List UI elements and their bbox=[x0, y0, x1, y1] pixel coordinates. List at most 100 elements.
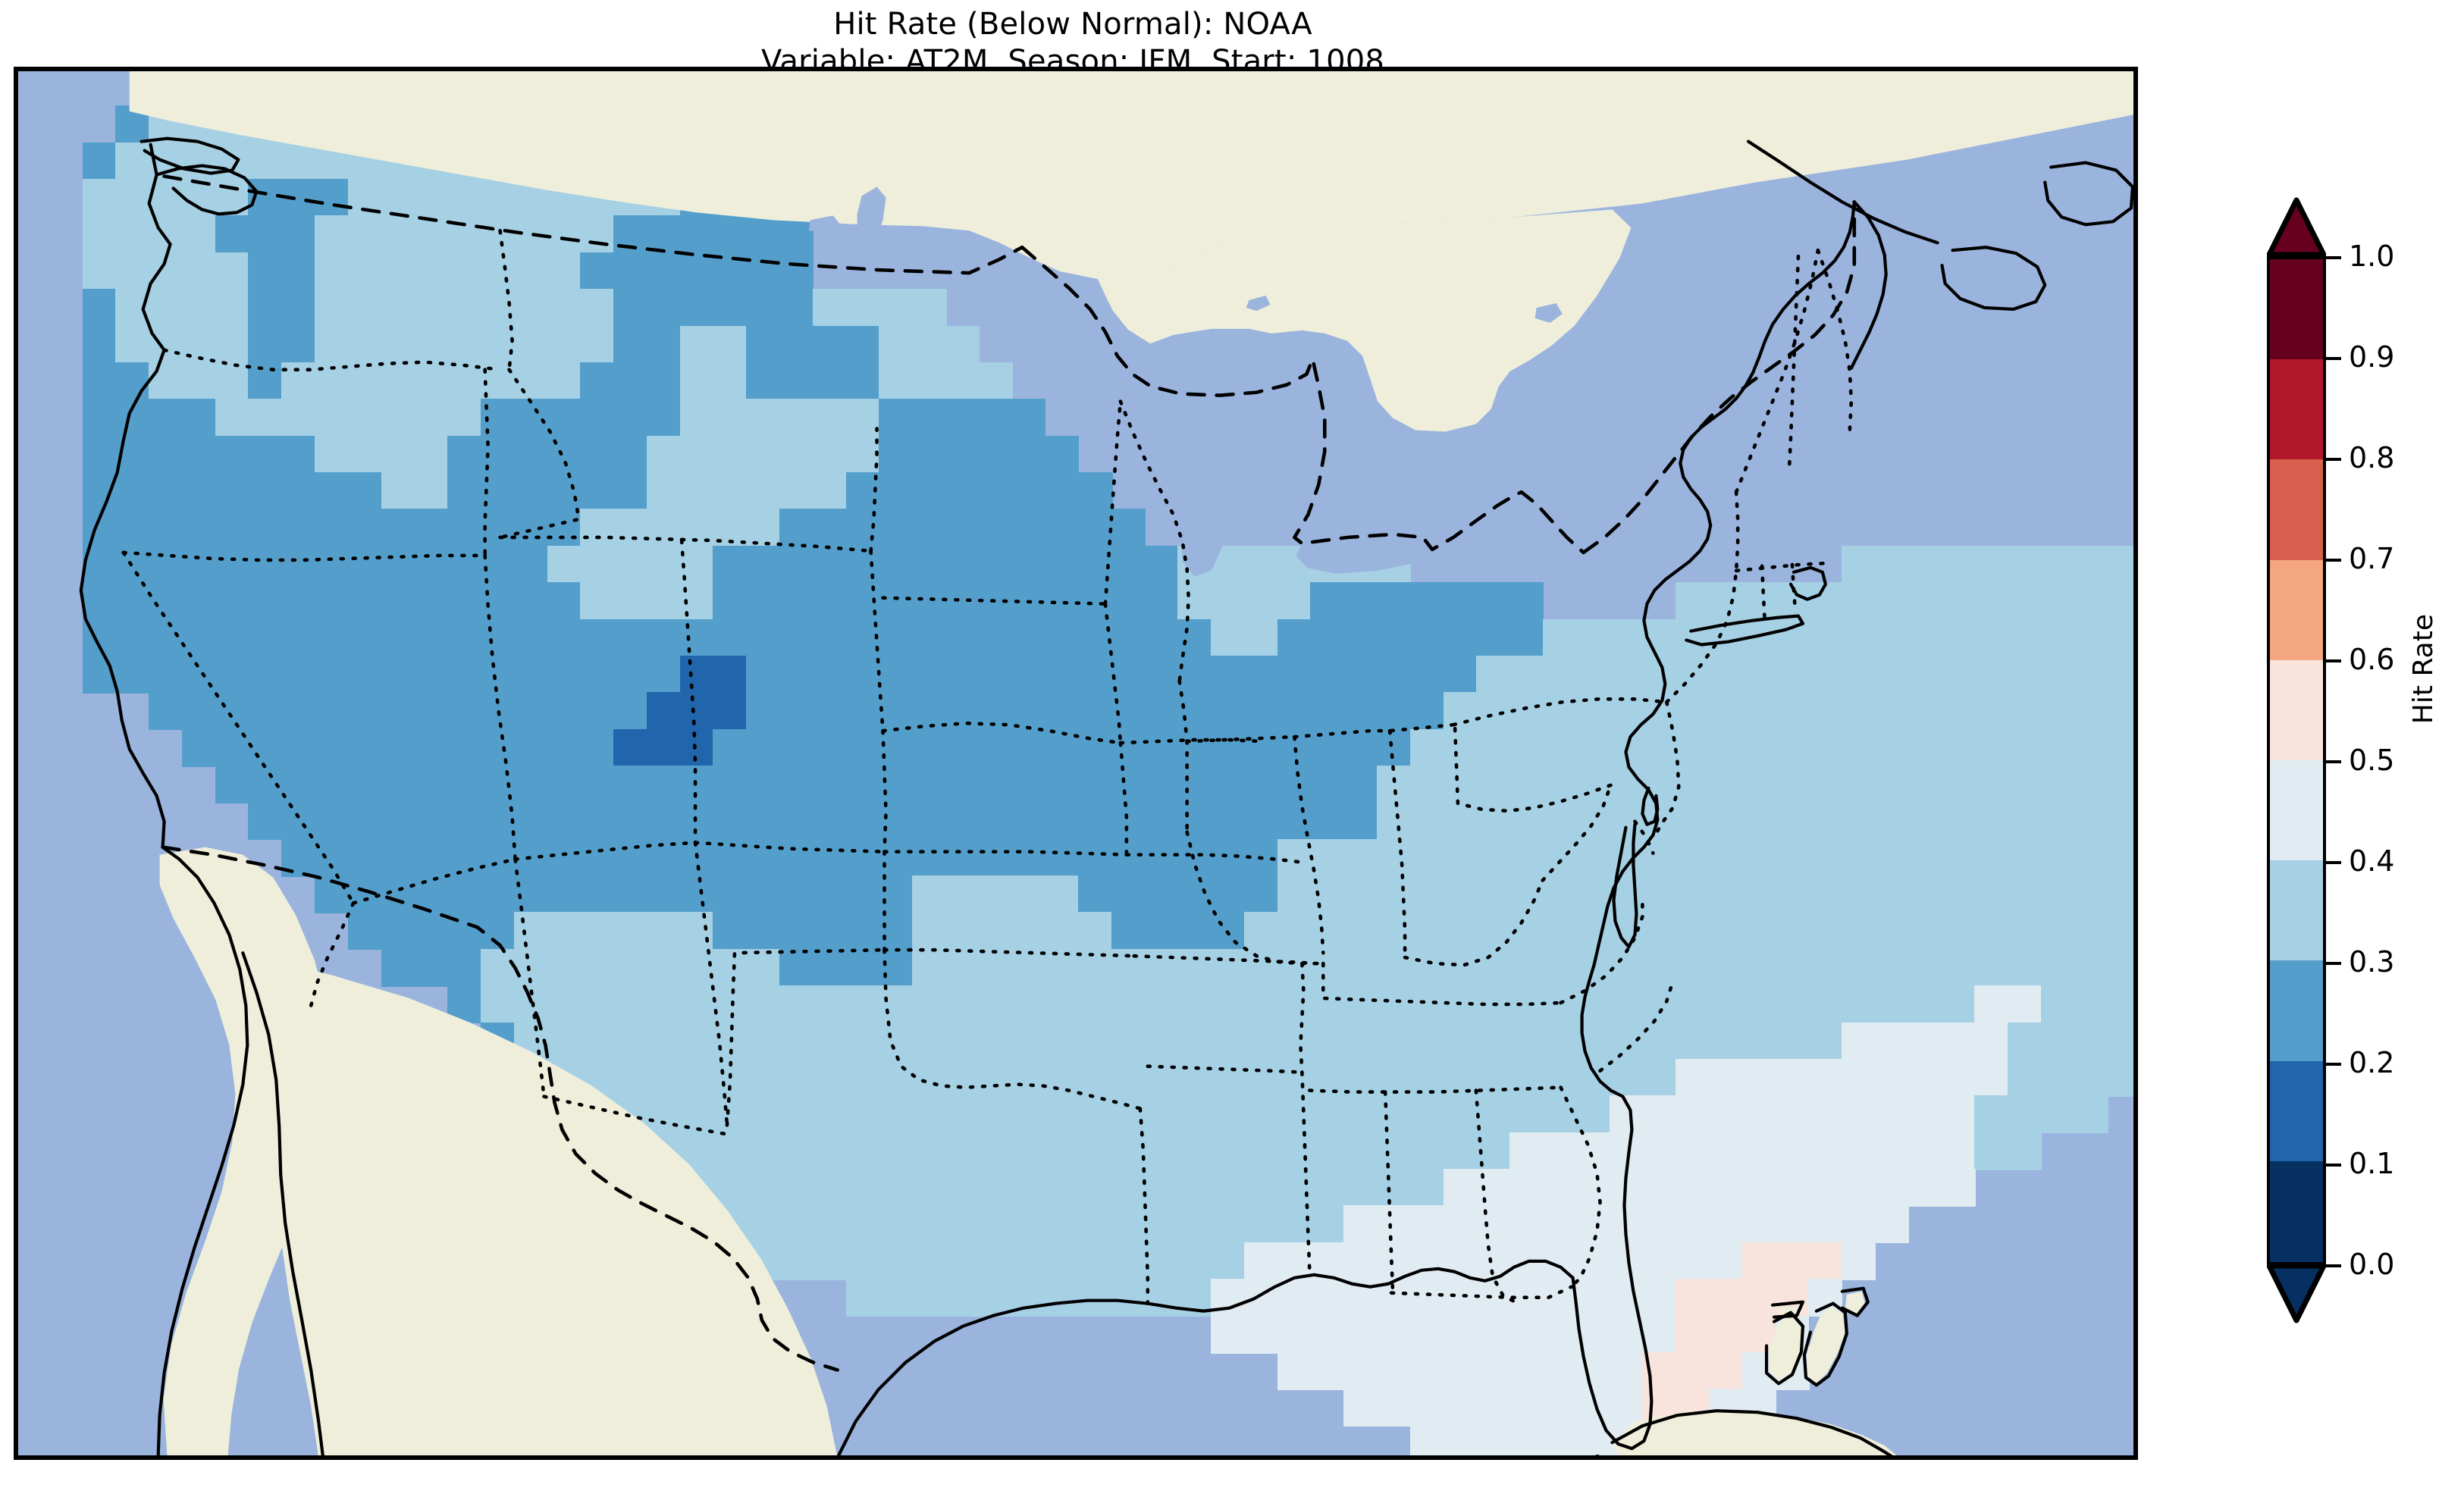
border-id-mt bbox=[498, 368, 581, 540]
raster-cell bbox=[315, 325, 616, 364]
raster-cell bbox=[315, 252, 582, 290]
florida-coastline bbox=[1571, 1088, 1654, 1451]
border-wi-ia-il bbox=[1177, 679, 1189, 834]
colorbar-gradient bbox=[2267, 256, 2326, 1264]
bahamas-coast-1 bbox=[1802, 1301, 1848, 1387]
raster-cell bbox=[82, 619, 1212, 657]
colorbar-bin bbox=[2270, 659, 2323, 762]
raster-cell bbox=[1211, 1315, 1677, 1354]
small-lake-4 bbox=[1594, 404, 1626, 423]
delaware-bay bbox=[1641, 786, 1660, 826]
map-axes[interactable] bbox=[14, 67, 2138, 1460]
colorbar-tick bbox=[2326, 458, 2341, 461]
colorbar-bin bbox=[2270, 1060, 2323, 1162]
raster-cell bbox=[679, 362, 748, 400]
raster-cell bbox=[1974, 985, 2042, 1024]
colorbar-tick bbox=[2326, 861, 2341, 864]
raster-cell bbox=[613, 728, 715, 767]
raster-cell bbox=[912, 912, 1113, 951]
border-vt-nh bbox=[1787, 254, 1801, 471]
border-mn-ia bbox=[1118, 738, 1266, 745]
small-lake-3 bbox=[1535, 302, 1563, 323]
raster-cell bbox=[281, 838, 1279, 877]
abaco-mask bbox=[1845, 1291, 1865, 1314]
andros-mask bbox=[1770, 1315, 1801, 1381]
raster-cell bbox=[879, 399, 1046, 437]
border-pa-oh-wv bbox=[1451, 722, 1460, 806]
raster-cell bbox=[115, 325, 250, 364]
raster-cell bbox=[580, 362, 682, 400]
raster-cell bbox=[1243, 912, 2136, 951]
raster-cell bbox=[912, 875, 1080, 914]
raster-cell bbox=[248, 802, 1378, 841]
raster-cell bbox=[82, 509, 582, 547]
hit-rate-raster bbox=[16, 69, 2136, 1458]
us-canada-border-lakes bbox=[1020, 245, 1585, 555]
upper-canada-strip bbox=[1196, 227, 1303, 289]
raster-cell bbox=[82, 325, 117, 364]
raster-cell bbox=[82, 472, 383, 511]
raster-cell bbox=[1841, 545, 2136, 584]
raster-cell bbox=[779, 948, 914, 987]
colorbar-tick-label: 1.0 bbox=[2349, 240, 2395, 273]
raster-cell bbox=[381, 472, 449, 511]
raster-cell bbox=[1277, 875, 2136, 914]
nova-scotia bbox=[1940, 246, 2047, 312]
raster-cell bbox=[1377, 802, 2136, 841]
colorbar-tick bbox=[2326, 256, 2341, 259]
raster-cell bbox=[248, 252, 316, 290]
raster-cell bbox=[315, 215, 616, 254]
bahamas-coast-3 bbox=[1770, 1300, 1805, 1319]
border-nd-mn bbox=[1103, 399, 1123, 606]
raster-cell bbox=[679, 325, 748, 364]
map-inner bbox=[16, 69, 2136, 1458]
raster-cell bbox=[2007, 1058, 2136, 1097]
raster-cell bbox=[1310, 582, 1544, 621]
colorbar-bin bbox=[2270, 860, 2323, 962]
colorbar-tick-label: 0.2 bbox=[2349, 1046, 2395, 1079]
border-tn-ms-al-ga bbox=[1308, 1085, 1563, 1094]
raster-cell bbox=[149, 692, 648, 731]
raster-cell bbox=[1277, 619, 1544, 657]
raster-cell bbox=[679, 1205, 1345, 1244]
raster-cell bbox=[646, 692, 748, 731]
border-sd-ne bbox=[881, 721, 1123, 745]
canada-mask bbox=[129, 69, 2136, 280]
border-il-in bbox=[1293, 734, 1325, 955]
raster-cell bbox=[1676, 1058, 2009, 1097]
colorbar-tick bbox=[2326, 760, 2341, 763]
border-il-mo-ky bbox=[1185, 830, 1325, 966]
raster-cell bbox=[82, 582, 582, 621]
colorbar-tick-label: 0.5 bbox=[2349, 744, 2395, 777]
border-ca-az bbox=[309, 901, 356, 1008]
raster-cell bbox=[1377, 766, 2136, 803]
small-lake-5 bbox=[1423, 457, 1441, 475]
baja-coastline bbox=[156, 845, 249, 1458]
raster-cell bbox=[513, 912, 714, 951]
raster-cell bbox=[746, 1242, 1246, 1280]
border-ne-ia-mo bbox=[1118, 741, 1129, 857]
colorbar[interactable]: 1.0 0.9 0.8 0.7 0.6 0.5 0.4 0.3 0.2 0.1 0.0 Hit Ra… bbox=[2232, 114, 2459, 1417]
border-ks-ok bbox=[882, 947, 1136, 958]
colorbar-tick-label: 0.1 bbox=[2349, 1147, 2395, 1180]
border-ky-oh-wv bbox=[1403, 879, 1544, 967]
raster-cell bbox=[1642, 1351, 1744, 1390]
colorbar-tick-label: 0.9 bbox=[2349, 340, 2395, 374]
border-mt-nd bbox=[869, 427, 879, 553]
raster-cell bbox=[812, 289, 947, 327]
raster-cell bbox=[82, 289, 117, 327]
raster-cell bbox=[646, 472, 847, 511]
raster-cell bbox=[1277, 838, 2136, 877]
raster-cell bbox=[580, 252, 814, 290]
border-pa-md-va bbox=[1456, 783, 1613, 813]
florida-east-coast bbox=[1580, 963, 1613, 1092]
border-ny-ne bbox=[1665, 490, 1740, 704]
raster-cell bbox=[248, 362, 283, 400]
colorbar-tick bbox=[2326, 1164, 2341, 1167]
colorbar-bin bbox=[2270, 960, 2323, 1062]
border-nm-co-tx bbox=[693, 841, 729, 1127]
colorbar-bin bbox=[2270, 459, 2323, 561]
raster-cell bbox=[879, 435, 1080, 474]
colorbar-extend-under-arrow bbox=[2267, 1264, 2326, 1323]
